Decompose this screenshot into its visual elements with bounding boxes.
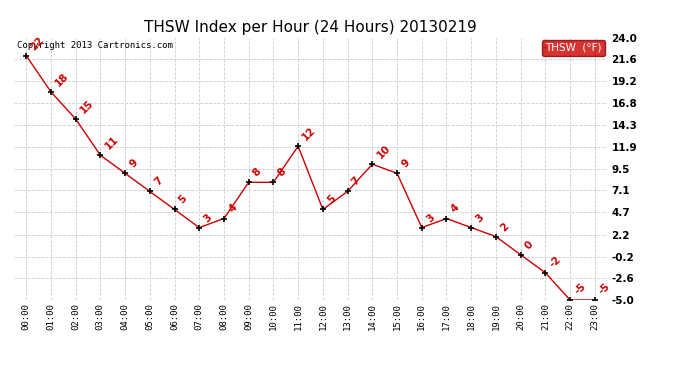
Legend: THSW  (°F): THSW (°F) [542, 40, 605, 56]
Text: 11: 11 [103, 134, 120, 152]
Text: Copyright 2013 Cartronics.com: Copyright 2013 Cartronics.com [17, 42, 172, 51]
Text: 18: 18 [53, 71, 70, 88]
Text: 4: 4 [449, 202, 461, 215]
Text: 7: 7 [152, 176, 164, 188]
Text: 3: 3 [474, 212, 486, 224]
Text: 7: 7 [350, 176, 362, 188]
Text: 22: 22 [29, 34, 46, 52]
Text: 8: 8 [276, 166, 288, 179]
Text: 3: 3 [424, 212, 437, 224]
Text: 8: 8 [251, 166, 264, 179]
Text: 12: 12 [301, 125, 318, 142]
Text: -5: -5 [598, 281, 613, 296]
Text: 9: 9 [400, 158, 412, 170]
Text: 9: 9 [128, 158, 139, 170]
Text: -2: -2 [548, 254, 563, 269]
Text: 3: 3 [201, 212, 214, 224]
Text: 0: 0 [523, 239, 535, 251]
Text: 15: 15 [78, 98, 95, 116]
Text: 10: 10 [375, 143, 392, 160]
Text: 5: 5 [177, 194, 189, 206]
Title: THSW Index per Hour (24 Hours) 20130219: THSW Index per Hour (24 Hours) 20130219 [144, 20, 477, 35]
Text: 5: 5 [326, 194, 337, 206]
Text: 4: 4 [226, 202, 239, 215]
Text: -5: -5 [573, 281, 588, 296]
Text: 2: 2 [498, 221, 511, 233]
